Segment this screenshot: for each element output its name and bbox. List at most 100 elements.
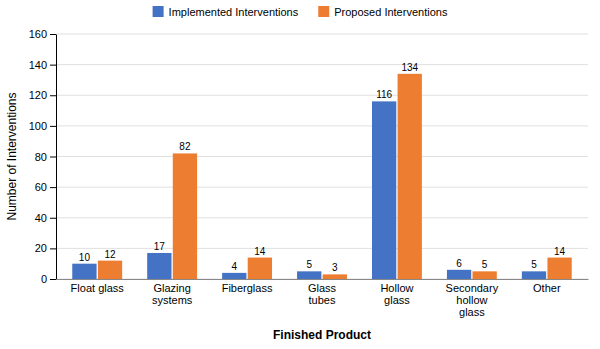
grid-line — [56, 125, 588, 126]
data-label: 5 — [306, 259, 312, 270]
tick: 140 — [29, 59, 56, 71]
bar — [72, 264, 96, 279]
tick-label-line: Other — [533, 282, 561, 294]
data-label: 5 — [531, 259, 537, 270]
tick-label: Float glass — [71, 282, 125, 294]
bar — [173, 153, 197, 279]
tick-label-line: tubes — [309, 294, 336, 306]
tick-label-line: Float glass — [71, 282, 125, 294]
y-axis: 0 20 40 60 80 100 120 140 160 — [29, 28, 57, 285]
data-label: 4 — [231, 261, 237, 272]
tick-label: 20 — [35, 242, 47, 254]
tick-label: Fiberglass — [222, 282, 273, 294]
grid-line — [56, 279, 588, 280]
grid-line — [56, 217, 588, 218]
tick-mark — [50, 126, 56, 127]
tick-mark — [50, 187, 56, 188]
bar — [98, 261, 122, 279]
grid-line — [56, 248, 588, 249]
tick: Secondaryhollowglass — [446, 282, 499, 318]
tick: Float glass — [71, 282, 125, 294]
tick-label: 0 — [41, 273, 47, 285]
tick-label-line: glass — [459, 306, 485, 318]
tick: 120 — [29, 89, 56, 101]
tick-mark — [50, 65, 56, 66]
bar — [297, 271, 321, 279]
data-label: 82 — [179, 141, 191, 152]
series — [98, 74, 572, 279]
data-label: 17 — [154, 241, 166, 252]
grid-line — [56, 64, 588, 65]
tick-label-line: Hollow — [380, 282, 413, 294]
tick-mark — [50, 34, 56, 35]
tick-label-line: glass — [384, 294, 410, 306]
x-axis-title: Finished Product — [273, 328, 371, 342]
tick-label: 60 — [35, 181, 47, 193]
tick-mark — [50, 95, 56, 96]
tick: Glasstubes — [308, 282, 337, 306]
tick-mark — [50, 157, 56, 158]
tick-label: Secondaryhollowglass — [446, 282, 499, 318]
tick-label-line: Glass — [308, 282, 337, 294]
tick: 100 — [29, 120, 56, 132]
tick: 20 — [35, 242, 56, 254]
legend-item: Proposed Interventions — [318, 6, 448, 18]
data-labels: 101745116651282143134514 — [79, 62, 566, 274]
tick: 40 — [35, 212, 56, 224]
bar — [222, 273, 246, 279]
tick-label-line: hollow — [456, 294, 487, 306]
tick-label: 160 — [29, 28, 47, 40]
bar — [398, 74, 422, 279]
tick-label-line: Secondary — [446, 282, 499, 294]
bar — [447, 270, 471, 279]
plot: 1017451166512821431345140204060801001201… — [5, 28, 589, 342]
tick-label: Hollowglass — [380, 282, 413, 306]
chart: 1017451166512821431345140204060801001201… — [0, 0, 600, 349]
grid-line — [56, 156, 588, 157]
bar — [547, 258, 571, 279]
tick-mark — [50, 248, 56, 249]
bar — [472, 271, 496, 279]
tick: 160 — [29, 28, 56, 40]
grid-line — [56, 95, 588, 96]
legend: Implemented Interventions Proposed Interv… — [153, 6, 448, 18]
tick: 80 — [35, 151, 56, 163]
tick-label: Other — [533, 282, 561, 294]
x-axis: Float glass Glazingsystems Fiberglass Glass… — [57, 280, 589, 319]
legend-swatch — [153, 6, 164, 17]
tick-label-line: Fiberglass — [222, 282, 273, 294]
grid-line — [56, 187, 588, 188]
data-label: 116 — [376, 89, 392, 100]
data-label: 10 — [79, 252, 91, 263]
bar — [372, 101, 396, 279]
tick-mark — [50, 218, 56, 219]
bar — [323, 274, 347, 279]
tick-label: 140 — [29, 59, 47, 71]
tick: Other — [533, 282, 561, 294]
legend-item: Implemented Interventions — [153, 6, 299, 18]
bar — [522, 271, 546, 279]
legend-swatch — [318, 6, 329, 17]
bar — [147, 253, 171, 279]
tick-label: Glazingsystems — [152, 282, 193, 306]
grid — [56, 34, 588, 279]
tick-label: 120 — [29, 89, 47, 101]
data-label: 3 — [332, 262, 338, 273]
tick: 0 — [41, 273, 56, 285]
tick: Fiberglass — [222, 282, 273, 294]
bars — [72, 74, 571, 279]
tick: 60 — [35, 181, 56, 193]
data-label: 134 — [401, 62, 418, 73]
tick-label: 80 — [35, 151, 47, 163]
axis-line — [56, 35, 57, 280]
legend-label: Implemented Interventions — [169, 6, 299, 18]
y-axis-title: Number of Interventions — [5, 92, 19, 220]
bar — [248, 258, 272, 279]
tick-label: Glasstubes — [308, 282, 337, 306]
series — [72, 101, 546, 279]
data-label: 14 — [254, 246, 266, 257]
tick-label-line: Glazing — [153, 282, 190, 294]
tick-label: 40 — [35, 212, 47, 224]
data-label: 5 — [482, 259, 488, 270]
tick: Hollowglass — [380, 282, 413, 306]
